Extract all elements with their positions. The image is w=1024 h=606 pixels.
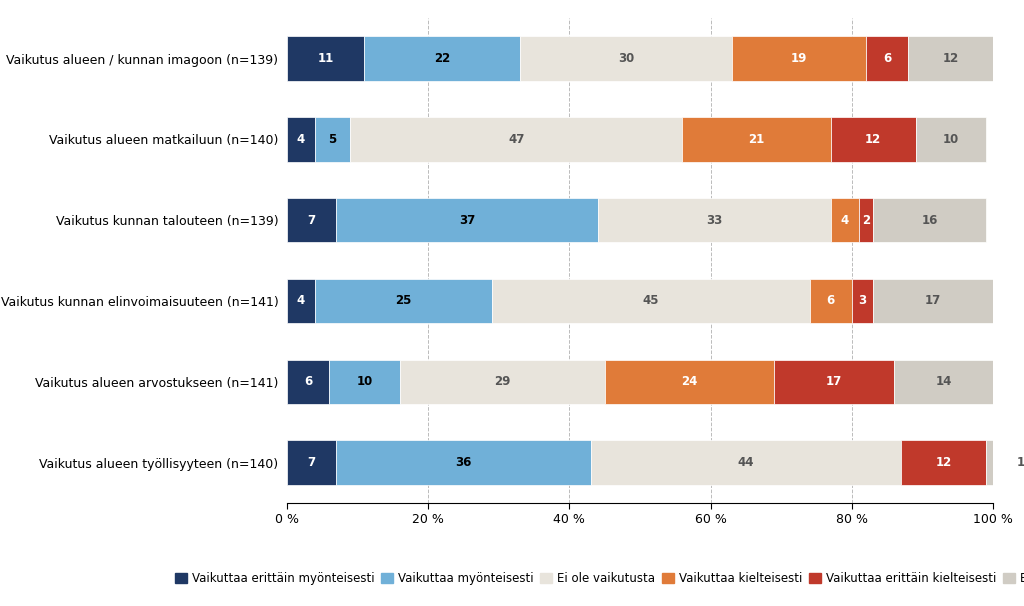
Text: 12: 12 bbox=[936, 456, 952, 469]
Text: 21: 21 bbox=[749, 133, 765, 146]
Bar bbox=[682, 117, 830, 162]
Text: 12: 12 bbox=[943, 52, 959, 65]
Bar bbox=[287, 279, 315, 323]
Bar bbox=[591, 441, 901, 485]
Bar bbox=[774, 359, 894, 404]
Text: 19: 19 bbox=[791, 52, 807, 65]
Text: 2: 2 bbox=[862, 214, 870, 227]
Bar bbox=[492, 279, 810, 323]
Legend: Vaikuttaa erittäin myönteisesti, Vaikuttaa myönteisesti, Ei ole vaikutusta, Vaik: Vaikuttaa erittäin myönteisesti, Vaikutt… bbox=[175, 572, 1024, 585]
Text: 44: 44 bbox=[737, 456, 755, 469]
Bar bbox=[329, 359, 399, 404]
Bar bbox=[604, 359, 774, 404]
Text: 37: 37 bbox=[459, 214, 475, 227]
Text: 7: 7 bbox=[307, 456, 315, 469]
Text: 10: 10 bbox=[943, 133, 959, 146]
Text: 36: 36 bbox=[456, 456, 471, 469]
Bar bbox=[287, 198, 336, 242]
Bar bbox=[859, 198, 873, 242]
Bar bbox=[873, 198, 986, 242]
Text: 25: 25 bbox=[395, 295, 412, 307]
Bar bbox=[873, 279, 993, 323]
Bar bbox=[866, 36, 908, 81]
Bar bbox=[287, 117, 315, 162]
Bar bbox=[315, 279, 492, 323]
Text: 17: 17 bbox=[925, 295, 941, 307]
Text: 6: 6 bbox=[304, 375, 312, 388]
Text: 11: 11 bbox=[1017, 456, 1024, 469]
Text: 6: 6 bbox=[883, 52, 892, 65]
Bar bbox=[287, 36, 365, 81]
Text: 5: 5 bbox=[329, 133, 337, 146]
Bar bbox=[810, 279, 852, 323]
Text: 45: 45 bbox=[642, 295, 658, 307]
Bar bbox=[520, 36, 732, 81]
Text: 30: 30 bbox=[617, 52, 634, 65]
Text: 10: 10 bbox=[356, 375, 373, 388]
Bar bbox=[908, 36, 993, 81]
Bar bbox=[598, 198, 830, 242]
Bar bbox=[732, 36, 866, 81]
Bar bbox=[315, 117, 350, 162]
Bar bbox=[986, 441, 1024, 485]
Bar bbox=[830, 198, 859, 242]
Bar bbox=[336, 198, 598, 242]
Text: 12: 12 bbox=[865, 133, 882, 146]
Bar bbox=[399, 359, 604, 404]
Text: 11: 11 bbox=[317, 52, 334, 65]
Text: 4: 4 bbox=[297, 295, 305, 307]
Bar bbox=[336, 441, 591, 485]
Text: 6: 6 bbox=[826, 295, 835, 307]
Text: 3: 3 bbox=[858, 295, 866, 307]
Bar bbox=[365, 36, 520, 81]
Text: 33: 33 bbox=[707, 214, 722, 227]
Text: 16: 16 bbox=[922, 214, 938, 227]
Text: 24: 24 bbox=[681, 375, 697, 388]
Bar bbox=[894, 359, 993, 404]
Text: 17: 17 bbox=[826, 375, 843, 388]
Bar bbox=[350, 117, 682, 162]
Text: 7: 7 bbox=[307, 214, 315, 227]
Bar bbox=[852, 279, 873, 323]
Text: 47: 47 bbox=[508, 133, 524, 146]
Text: 29: 29 bbox=[494, 375, 510, 388]
Text: 4: 4 bbox=[297, 133, 305, 146]
Text: 14: 14 bbox=[936, 375, 952, 388]
Text: 4: 4 bbox=[841, 214, 849, 227]
Bar bbox=[830, 117, 915, 162]
Bar bbox=[901, 441, 986, 485]
Bar bbox=[287, 441, 336, 485]
Bar bbox=[287, 359, 329, 404]
Text: 22: 22 bbox=[434, 52, 451, 65]
Bar bbox=[915, 117, 986, 162]
